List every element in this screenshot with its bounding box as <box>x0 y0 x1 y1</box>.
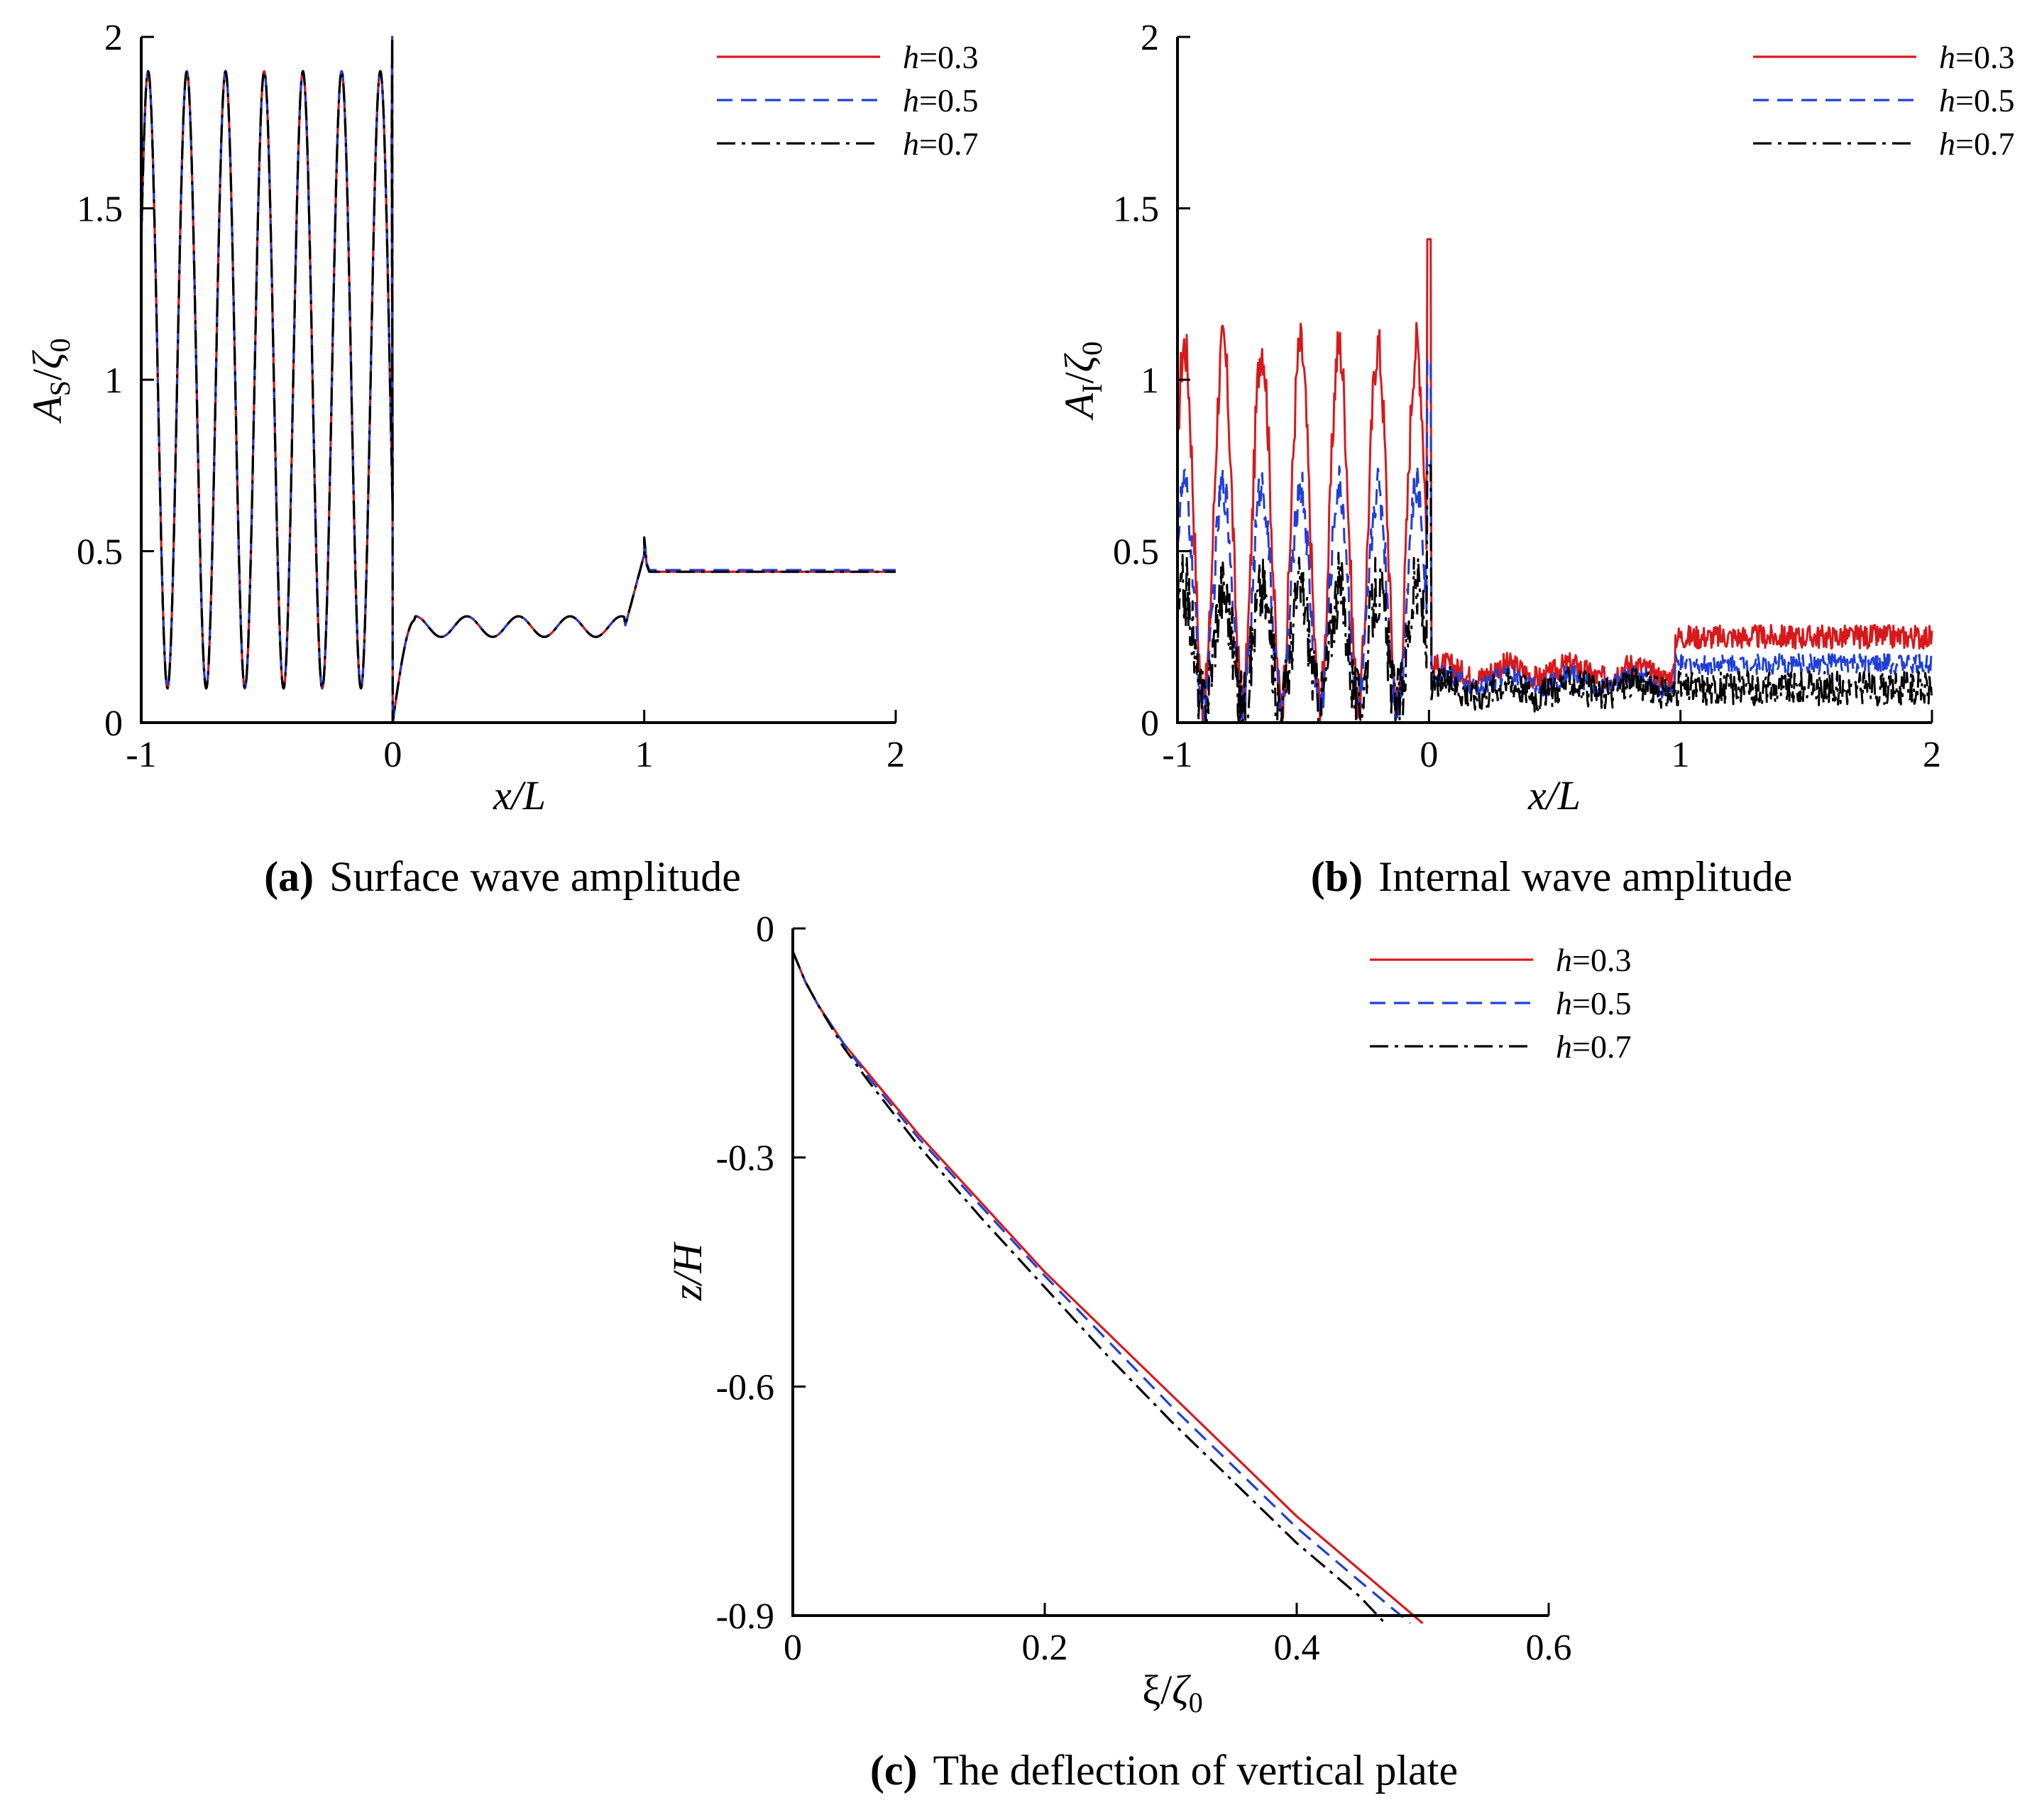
panel-a-ticks <box>140 35 897 724</box>
panel-b-y-tick-label: 1 <box>1141 361 1159 401</box>
panel-c-caption-text: The deflection of vertical plate <box>933 1747 1458 1794</box>
panel-b-x-tick-label: 2 <box>1923 735 1941 775</box>
panel-b-series-h-0.7 <box>1176 464 1933 723</box>
panel-c-caption-letter: (c) <box>870 1747 918 1794</box>
panel-a-y-tick-label: 1.5 <box>77 190 123 230</box>
panel-c-legend-label: h=0.5 <box>1556 985 1631 1021</box>
panel-a-legend: h=0.3 h=0.5 h=0.7 <box>717 39 978 162</box>
panel-b-series-h-0.3 <box>1176 238 1933 723</box>
panel-b-legend-label: h=0.7 <box>1939 126 2014 162</box>
panel-c-legend: h=0.3 h=0.5 h=0.7 <box>1370 942 1631 1065</box>
panel-a-x-label: x/L <box>493 772 546 818</box>
panel-c-x-tick-label: 0 <box>784 1628 802 1668</box>
panel-a-tick-labels: -1 0 1 200.511.52 <box>77 18 905 775</box>
panel-b-y-label: AI/ζ0 <box>1056 341 1108 421</box>
panel-c-plate-deflection: 0 0.2 0.4 0.60-0.3-0.6-0.9 ξ/ζ0 z/H h=0.3h=… <box>664 909 1631 1794</box>
panel-a-y-tick-label: 2 <box>104 18 123 58</box>
panel-c-series-h-0.7 <box>791 950 1386 1624</box>
panel-a-y-tick-label: 0.5 <box>77 532 123 573</box>
panel-b-x-tick-label: -1 <box>1162 735 1192 775</box>
panel-b-caption: (b) Internal wave amplitude <box>1311 853 1792 900</box>
panel-c-caption: (c) The deflection of vertical plate <box>870 1747 1458 1794</box>
panel-a-series-h-0.5 <box>140 35 896 724</box>
panel-c-x-tick-label: 0.6 <box>1526 1628 1572 1668</box>
panel-c-y-tick-label: -0.6 <box>716 1367 774 1408</box>
panel-b-y-tick-label: 0 <box>1141 703 1159 744</box>
panel-c-legend-label: h=0.3 <box>1556 942 1631 978</box>
panel-c-y-tick-label: -0.3 <box>716 1139 774 1179</box>
panel-b-legend-label: h=0.3 <box>1939 39 2014 75</box>
panel-b-tick-labels: -1 0 1 200.511.52 <box>1113 18 1941 775</box>
panel-b-series-layer <box>1176 238 1933 724</box>
panel-c-tick-labels: 0 0.2 0.4 0.6 0 -0.3 -0.6 -0.9 <box>716 909 1572 1668</box>
panel-a-series-layer <box>140 35 896 724</box>
panel-a-y-tick-label: 0 <box>104 703 123 744</box>
panel-b-caption-letter: (b) <box>1311 853 1363 900</box>
panel-c-series-h-0.3 <box>791 950 1424 1625</box>
panel-a-legend-label: h=0.5 <box>903 82 978 119</box>
panel-b-y-tick-label: 1.5 <box>1113 190 1159 230</box>
panel-b-x-tick-label: 1 <box>1671 735 1690 775</box>
panel-b-series-h-0.5 <box>1176 358 1933 724</box>
panel-a-y-tick-label: 1 <box>104 361 123 401</box>
panel-b-legend: h=0.3 h=0.5 h=0.7 <box>1753 39 2014 162</box>
panel-c-x-label: ξ/ζ0 <box>1142 1667 1202 1718</box>
panel-b-caption-text: Internal wave amplitude <box>1378 853 1792 900</box>
panel-a-caption: (a) Surface wave amplitude <box>264 853 741 900</box>
panel-c-series-h-0.5 <box>791 950 1411 1625</box>
panel-b-x-label: x/L <box>1527 772 1581 818</box>
panel-b-y-tick-label: 2 <box>1141 18 1159 58</box>
panel-c-axes <box>791 928 1549 1617</box>
panel-b-legend-label: h=0.5 <box>1939 82 2014 119</box>
panel-b-x-tick-label: 0 <box>1420 735 1438 775</box>
panel-b-y-tick-label: 0.5 <box>1113 532 1159 573</box>
panel-a-legend-label: h=0.7 <box>903 126 978 162</box>
panel-c-x-tick-label: 0.4 <box>1274 1628 1320 1668</box>
panel-c-legend-label: h=0.7 <box>1556 1029 1631 1065</box>
panel-c-y-label: z/H <box>664 1241 710 1302</box>
panel-c-x-tick-label: 0.2 <box>1022 1628 1068 1668</box>
panel-a-x-tick-label: 2 <box>886 735 905 775</box>
panel-a-x-tick-label: 1 <box>635 735 654 775</box>
panel-c-series-layer <box>791 950 1424 1625</box>
panel-a-axes <box>140 37 896 724</box>
panel-a-x-tick-label: -1 <box>126 735 156 775</box>
panel-b-internal-wave: -1 0 1 200.511.52 x/L AI/ζ0 h=0.3h=0.5h=0.7… <box>1056 18 2014 900</box>
panel-a-surface-wave: -1 0 1 200.511.52 x/L AS/ζ0 h=0.3h=0.5h=0.7… <box>24 18 978 900</box>
panel-a-caption-letter: (a) <box>264 853 314 900</box>
panel-a-series-h-0.7 <box>140 35 896 724</box>
panel-c-y-tick-label: -0.9 <box>716 1596 774 1637</box>
panel-a-x-tick-label: 0 <box>383 735 402 775</box>
panel-b-ticks <box>1176 35 1933 724</box>
panel-a-y-label: AS/ζ0 <box>24 338 76 424</box>
panel-a-legend-label: h=0.3 <box>903 39 978 75</box>
panel-c-ticks <box>791 927 1550 1617</box>
panel-a-caption-text: Surface wave amplitude <box>329 853 741 900</box>
panel-c-y-tick-label: 0 <box>756 909 774 950</box>
